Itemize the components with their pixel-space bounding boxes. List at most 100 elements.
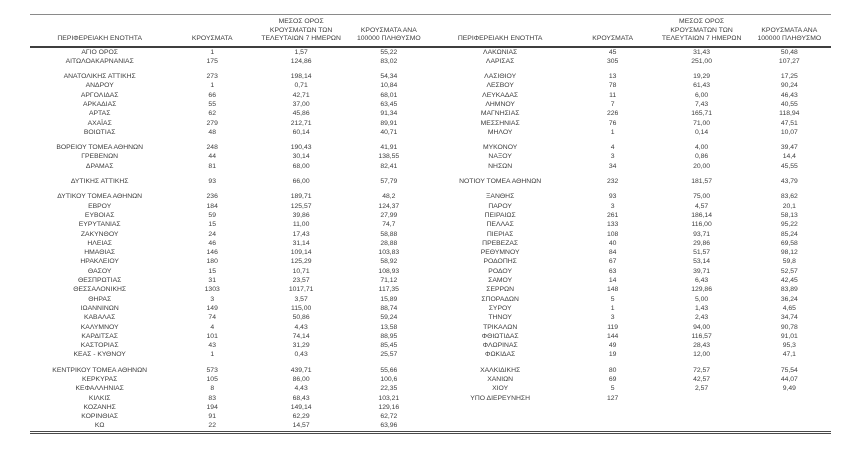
region-cell-right: ΦΛΩΡΙΝΑΣ	[482, 342, 518, 350]
table-row: ΘΗΡΑΣ 3 3,57 15,89 ΣΠΟΡΑΔΩΝ 5 5,00 36,24	[30, 295, 831, 304]
cases-cell-left: 3	[210, 295, 215, 303]
avg7d-cell-left: 68,00	[292, 162, 310, 170]
header-avg7d-left: ΜΕΣΟΣ ΟΡΟΣ ΚΡΟΥΣΜΑΤΩΝ ΤΩΝ ΤΕΛΕΥΤΑΙΩΝ 7 Η…	[255, 14, 348, 48]
avg7d-cell-left: 212,71	[290, 119, 312, 127]
avg7d-cell-right: 51,57	[693, 249, 711, 257]
cases-cell-left: 175	[206, 57, 218, 65]
per100k-cell-left: 13,58	[380, 323, 398, 331]
region-cell-right: ΜΕΣΣΗΝΙΑΣ	[480, 119, 520, 127]
header-per100k-right: ΚΡΟΥΣΜΑΤΑ ΑΝΑ 100000 ΠΛΗΘΥΣΜΟ	[747, 14, 831, 48]
per100k-cell-right: 98,12	[780, 249, 798, 257]
avg7d-cell-left: 3,57	[294, 295, 308, 303]
cases-cell-left: 55	[208, 100, 216, 108]
table-row: ΑΧΑΪΑΣ 279 212,71 89,91 ΜΕΣΣΗΝΙΑΣ 76 71,00 47,5…	[30, 119, 831, 128]
region-cell-right: ΠΕΙΡΑΙΩΣ	[484, 211, 516, 219]
per100k-cell-right: 43,79	[780, 178, 798, 186]
per100k-cell-right: 91,01	[780, 332, 798, 340]
avg7d-cell-left: 125,29	[290, 258, 312, 266]
avg7d-cell-left: 42,71	[292, 91, 310, 99]
region-cell-right: ΣΑΜΟΥ	[488, 277, 513, 285]
table-row: ΚΟΖΑΝΗΣ 194 149,14 129,16	[30, 403, 831, 412]
per100k-cell-right: 45,55	[780, 162, 798, 170]
cases-cell-left: 43	[208, 342, 216, 350]
avg7d-cell-right: 29,86	[693, 239, 711, 247]
cases-cell-right: 127	[607, 394, 619, 402]
region-cell-right: ΧΑΛΚΙΔΙΚΗΣ	[480, 366, 521, 374]
region-cell-left: ΚΕΑΣ - ΚΥΘΝΟΥ	[73, 351, 126, 359]
avg7d-cell-right: 93,71	[693, 230, 711, 238]
cases-cell-right: 1	[610, 128, 615, 136]
region-cell-right: ΡΟΔΟΥ	[488, 267, 512, 275]
cases-cell-left: 1	[210, 82, 215, 90]
avg7d-cell-right: 186,14	[691, 211, 712, 219]
region-cell-left: ΘΕΣΣΑΛΟΝΙΚΗΣ	[73, 286, 127, 294]
header-region-right: ΠΕΡΙΦΕΡΕΙΑΚΗ ΕΝΟΤΗΤΑ	[430, 14, 570, 48]
avg7d-cell-left: 115,00	[290, 304, 312, 312]
cases-cell-left: 15	[208, 267, 216, 275]
cases-cell-left: 62	[208, 110, 216, 118]
per100k-cell-right: 10,07	[780, 128, 798, 136]
cases-cell-right: 144	[607, 332, 619, 340]
region-cell-right: ΛΑΣΙΘΙΟΥ	[484, 73, 517, 81]
avg7d-cell-left: 86,00	[292, 376, 310, 383]
region-cell-left: ΘΗΡΑΣ	[88, 295, 112, 303]
regional-cases-report: ΠΕΡΙΦΕΡΕΙΑΚΗ ΕΝΟΤΗΤΑ ΚΡΟΥΣΜΑΤΑ ΜΕΣΟΣ ΟΡΟ…	[30, 14, 831, 434]
region-cell-left: ΔΥΤΙΚΟΥ ΤΟΜΕΑ ΑΘΗΝΩΝ	[57, 193, 143, 201]
cases-cell-right: 76	[608, 119, 617, 127]
header-region-left: ΠΕΡΙΦΕΡΕΙΑΚΗ ΕΝΟΤΗΤΑ	[30, 14, 170, 48]
cases-cell-left: 573	[206, 366, 218, 374]
avg7d-cell-left: 149,14	[290, 403, 312, 411]
avg7d-cell-left: 4,43	[294, 323, 308, 331]
avg7d-cell-right: 6,43	[694, 277, 709, 285]
region-cell-left: ΚΩ	[94, 422, 105, 430]
cases-cell-right: 5	[610, 385, 615, 393]
table-row: ΚΑΒΑΛΑΣ 74 50,86 59,24 ΤΗΝΟΥ 3 2,43 34,74	[30, 313, 831, 322]
avg7d-cell-left: 10,71	[292, 267, 310, 275]
avg7d-cell-right: 12,00	[693, 351, 711, 359]
avg7d-cell-left: 68,43	[292, 394, 310, 402]
region-cell-left: ΘΑΣΟΥ	[87, 267, 112, 275]
avg7d-cell-right: 42,57	[693, 376, 711, 383]
region-cell-left: ΑΡΚΑΔΙΑΣ	[83, 100, 117, 108]
per100k-cell-right	[748, 394, 831, 403]
table-row: ΑΝΑΤΟΛΙΚΗΣ ΑΤΤΙΚΗΣ 273 198,14 54,34 ΛΑΣΙΘΙΟΥ…	[30, 72, 831, 81]
per100k-cell-left: 58,88	[380, 230, 398, 238]
cases-cell-left: 1	[210, 48, 215, 56]
per100k-cell-right: 85,24	[780, 230, 798, 238]
region-cell-left: ΔΡΑΜΑΣ	[85, 162, 114, 170]
cases-cell-left: 91	[208, 413, 216, 421]
cases-cell-left: 1	[210, 351, 215, 359]
avg7d-cell-right: 75,00	[693, 193, 711, 201]
per100k-cell-right: 34,74	[780, 314, 798, 322]
cases-cell-left: 31	[208, 277, 216, 285]
table-row: ΚΕΦΑΛΛΗΝΙΑΣ 8 4,43 22,35 ΧΙΟΥ 5 2,57 9,49	[30, 384, 831, 393]
region-cell-right: ΜΗΛΟΥ	[487, 128, 513, 136]
region-cell-right: ΝΟΤΙΟΥ ΤΟΜΕΑ ΑΘΗΝΩΝ	[459, 178, 542, 186]
region-cell-right: ΝΗΣΩΝ	[488, 162, 513, 170]
avg7d-cell-left: 189,71	[290, 193, 312, 201]
cases-cell-left: 273	[206, 73, 218, 81]
avg7d-cell-left: 1,57	[294, 48, 308, 56]
per100k-cell-right: 118,94	[779, 110, 800, 118]
per100k-cell-left: 28,88	[380, 239, 398, 247]
cases-cell-right	[570, 403, 656, 412]
avg7d-cell-right: 1,43	[694, 304, 709, 312]
region-cell-right: ΡΟΔΟΠΗΣ	[483, 258, 517, 266]
region-cell-left: ΙΩΑΝΝΙΝΩΝ	[80, 304, 119, 312]
region-cell-left: ΕΥΒΟΙΑΣ	[84, 211, 115, 219]
cases-cell-left: 46	[208, 239, 216, 247]
region-cell-left: ΚΙΛΚΙΣ	[88, 394, 111, 402]
cases-cell-right: 7	[610, 100, 615, 108]
cases-cell-left: 236	[206, 193, 218, 201]
cases-cell-left: 279	[206, 119, 218, 127]
cases-cell-left: 146	[206, 249, 218, 257]
per100k-cell-right: 17,25	[780, 73, 798, 81]
cases-cell-right	[570, 412, 656, 421]
avg7d-cell-left: 0,43	[294, 351, 308, 359]
per100k-cell-right: 75,54	[780, 366, 798, 374]
cases-cell-right: 3	[610, 314, 615, 322]
table-row: ΚΕΝΤΡΙΚΟΥ ΤΟΜΕΑ ΑΘΗΝΩΝ 573 439,71 55,66 ΧΑΛΚ…	[30, 366, 831, 375]
region-cell-left: ΑΙΤΩΛΟΑΚΑΡΝΑΝΙΑΣ	[65, 57, 134, 65]
per100k-cell-left: 82,41	[380, 162, 398, 170]
per100k-cell-right: 44,07	[780, 376, 798, 383]
